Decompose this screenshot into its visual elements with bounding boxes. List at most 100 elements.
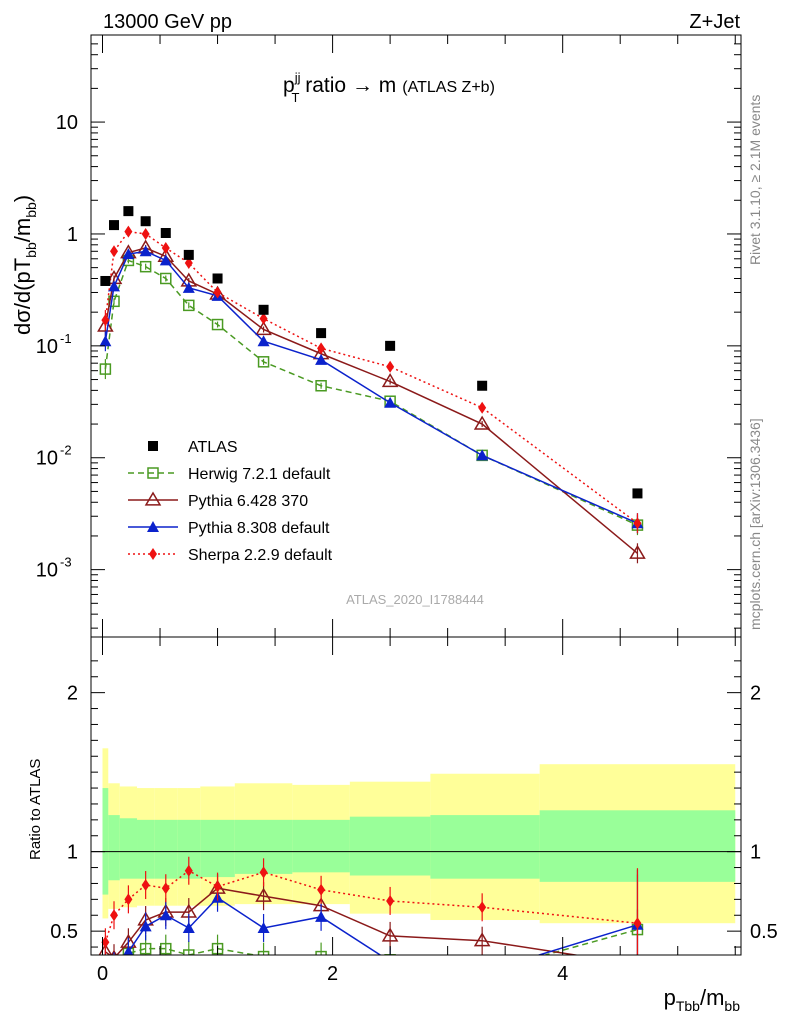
series-line-pythia8 (104, 250, 638, 524)
band-inner (177, 819, 201, 879)
point-sherpa (124, 225, 133, 238)
point-sherpa (213, 286, 222, 299)
point-herwig (108, 295, 120, 308)
point-sherpa (161, 241, 170, 254)
ratio-point-herwig (477, 967, 487, 977)
ratio-line-pythia6 (104, 887, 581, 955)
y-tick-label: 10 (36, 560, 58, 582)
ratio-point-pythia8 (139, 920, 152, 932)
mcplots-label: mcplots.cern.ch [arXiv:1306.3436] (747, 418, 763, 630)
legend-label-pythia8: Pythia 8.308 default (188, 520, 330, 537)
ratio-point-sherpa (633, 917, 642, 930)
y-tick-label: 10 (36, 336, 58, 358)
point-pythia8 (139, 245, 152, 257)
point-sherpa (101, 314, 110, 327)
series-line-sherpa (104, 230, 638, 524)
point-pythia6 (381, 373, 399, 388)
x-tick-label: 2 (327, 963, 338, 985)
y-tick-exp: -2 (60, 443, 72, 458)
ratio-tick-label-right: 0.5 (750, 921, 778, 943)
ratio-point-herwig (315, 950, 327, 955)
ratio-point-sherpa (110, 909, 119, 922)
legend-marker-sherpa (149, 548, 157, 560)
xlabel-mid: /m (700, 985, 724, 1010)
ratio-point-pythia6 (381, 927, 399, 942)
band-inner (200, 819, 235, 878)
point-atlas (212, 273, 223, 284)
point-herwig (183, 299, 195, 312)
ratio-point-sherpa (184, 864, 193, 877)
ratio-point-sherpa (124, 893, 133, 906)
point-pythia8 (384, 396, 397, 408)
ratio-point-herwig (139, 942, 152, 955)
point-herwig (99, 363, 112, 375)
point-sherpa (317, 342, 326, 355)
title-small: (ATLAS Z+b) (402, 79, 495, 96)
header-right: Z+Jet (689, 11, 740, 33)
point-sherpa (259, 312, 268, 325)
ratio-point-sherpa (386, 894, 395, 907)
ratio-point-sherpa (317, 883, 326, 896)
point-pythia8 (108, 280, 121, 292)
point-sherpa (184, 257, 193, 270)
point-atlas (632, 488, 643, 499)
ratio-bands (91, 748, 741, 924)
ratio-point-sherpa (141, 879, 150, 892)
point-herwig (211, 318, 224, 331)
point-atlas (183, 249, 194, 260)
ratio-point-pythia8 (257, 921, 270, 933)
point-pythia8 (476, 449, 489, 461)
title-sub: T (291, 90, 299, 105)
bottom-frame (90, 636, 742, 956)
point-sherpa (633, 517, 642, 530)
ratio-point-pythia8 (108, 960, 120, 971)
point-sherpa (478, 401, 487, 414)
ratio-point-pythia8 (476, 966, 488, 977)
legend-marker-pythia8 (147, 521, 159, 532)
point-pythia6 (97, 317, 114, 332)
ratio-point-herwig (109, 972, 119, 982)
ratio-tick-label-left: 0.5 (50, 921, 78, 943)
point-atlas (385, 340, 396, 351)
point-pythia6 (629, 544, 646, 559)
ratio-point-sherpa (161, 882, 170, 895)
title-p: p (283, 74, 295, 97)
point-atlas (258, 304, 269, 315)
ratio-line-sherpa (104, 869, 638, 943)
point-atlas (123, 206, 134, 217)
x-tick-label: 4 (557, 963, 568, 985)
y-tick-label: 10 (36, 448, 58, 470)
ylabel-sub1: bb (23, 242, 39, 258)
ratio-point-sherpa (478, 901, 487, 914)
band-inner (119, 818, 138, 879)
legend: ATLAS Herwig 7.2.1 default Pythia 6.428 37… (128, 439, 333, 564)
ylabel-pre: dσ/d(pT (10, 258, 35, 335)
band-inner (292, 819, 350, 873)
ratio-point-sherpa (213, 880, 222, 893)
legend-label-herwig: Herwig 7.2.1 default (188, 466, 331, 483)
xlabel-sub2: bb (724, 998, 740, 1014)
xlabel: pTbb/mbb (664, 985, 741, 1014)
ratio-point-pythia6 (255, 887, 272, 902)
xlabel-pre: p (664, 985, 676, 1010)
ylabel-bottom: Ratio to ATLAS (27, 759, 44, 860)
ratio-point-herwig (160, 942, 172, 955)
point-pythia6 (255, 321, 272, 336)
ratio-series-layer (98, 856, 644, 982)
band-inner (154, 819, 178, 879)
series-line-herwig (104, 259, 638, 526)
ratio-point-pythia8 (315, 910, 328, 922)
band-inner (430, 815, 540, 879)
ylabel-mid: /m (10, 218, 35, 242)
ratio-point-sherpa (101, 936, 110, 949)
band-inner (349, 816, 431, 876)
y-tick-label: 1 (67, 224, 78, 246)
ratio-point-sherpa (259, 866, 268, 879)
point-pythia8 (159, 254, 172, 266)
title-sup: jj (294, 70, 301, 85)
point-herwig (160, 272, 172, 285)
ratio-point-pythia8 (159, 909, 172, 921)
top-series-layer (97, 206, 646, 564)
point-herwig (139, 260, 152, 273)
